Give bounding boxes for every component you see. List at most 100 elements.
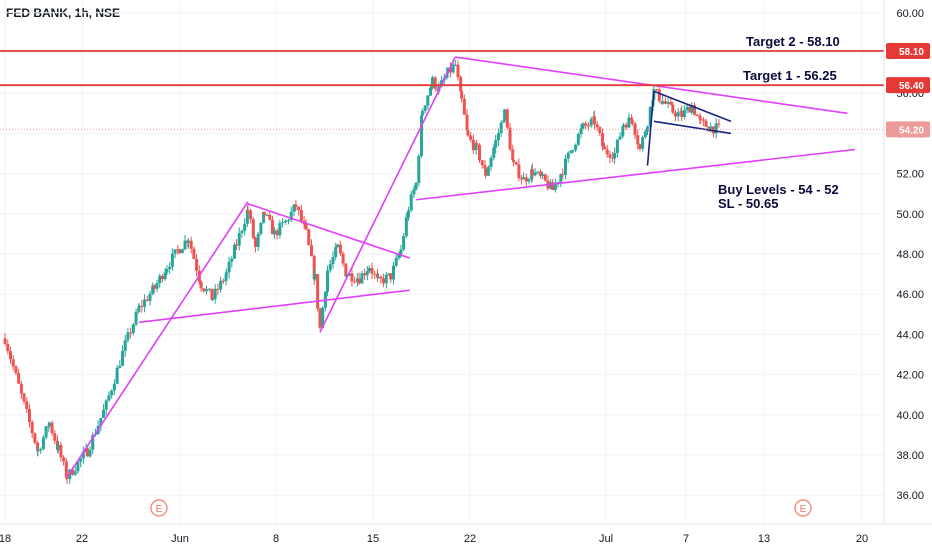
candle-body-258 bbox=[627, 117, 631, 128]
candle-body-263 bbox=[638, 144, 642, 149]
trendline-rally-1 bbox=[66, 201, 249, 478]
candle-body-278 bbox=[674, 112, 678, 117]
candle-body-44 bbox=[112, 383, 116, 391]
y-tick-label-4: 52.00 bbox=[896, 169, 924, 181]
candle-body-261 bbox=[633, 123, 637, 136]
candle-body-271 bbox=[657, 89, 661, 102]
x-tick-label-6: Jul bbox=[599, 533, 613, 545]
candle-body-125 bbox=[309, 245, 313, 257]
candle-body-17 bbox=[47, 425, 51, 427]
candle-body-165 bbox=[406, 210, 410, 218]
candle-body-80 bbox=[202, 288, 206, 292]
time-axis-ticks: 18 22 Jun 8 15 22 Jul 7 13 20 bbox=[0, 533, 868, 545]
candle-body-68 bbox=[173, 249, 177, 254]
candle-body-195 bbox=[475, 143, 479, 145]
candle-body-233 bbox=[566, 152, 570, 159]
x-tick-label-7: 7 bbox=[683, 533, 689, 545]
candle-body-58 bbox=[148, 293, 152, 301]
candle-body-4 bbox=[14, 366, 18, 373]
candle-body-63 bbox=[160, 275, 164, 280]
price-label-bg-2 bbox=[886, 121, 930, 138]
candle-body-138 bbox=[341, 253, 345, 264]
candle-body-152 bbox=[375, 273, 379, 278]
candle-body-91 bbox=[227, 261, 231, 273]
candle-body-117 bbox=[289, 211, 293, 221]
candle-body-106 bbox=[262, 211, 266, 215]
earnings-marker-1[interactable]: E bbox=[150, 499, 168, 517]
candle-body-167 bbox=[412, 189, 416, 195]
flag-pole bbox=[646, 91, 655, 166]
candle-body-81 bbox=[205, 289, 209, 292]
candle-body-244 bbox=[592, 116, 596, 125]
flag-upper-line bbox=[653, 90, 732, 123]
candle-body-115 bbox=[284, 220, 288, 222]
candle-body-239 bbox=[581, 123, 585, 129]
candle-body-193 bbox=[471, 139, 475, 151]
candle-body-161 bbox=[397, 254, 401, 259]
candle-body-147 bbox=[363, 273, 367, 276]
candle-body-158 bbox=[389, 273, 393, 280]
candle-body-231 bbox=[561, 174, 565, 176]
candle-body-32 bbox=[81, 451, 85, 459]
earnings-marker-2[interactable]: E bbox=[794, 499, 812, 517]
candle-body-154 bbox=[379, 276, 383, 279]
candle-body-96 bbox=[240, 230, 244, 234]
candle-body-273 bbox=[661, 101, 665, 104]
candle-body-288 bbox=[698, 116, 702, 119]
candle-body-47 bbox=[121, 350, 125, 366]
candle-body-215 bbox=[522, 177, 526, 180]
candle-body-171 bbox=[420, 110, 424, 116]
x-tick-label-0: 18 bbox=[0, 533, 11, 545]
candle-body-208 bbox=[505, 109, 509, 128]
candle-body-151 bbox=[373, 273, 377, 275]
candle-body-70 bbox=[178, 249, 182, 254]
annotation-buy-levels: Buy Levels - 54 - 52 bbox=[718, 182, 839, 197]
candle-body-168 bbox=[414, 182, 418, 190]
candle-body-42 bbox=[107, 395, 111, 401]
candle-body-139 bbox=[344, 263, 348, 277]
candle-body-246 bbox=[598, 127, 602, 134]
candle-body-51 bbox=[131, 324, 135, 334]
candle-body-245 bbox=[595, 124, 599, 128]
candle-body-164 bbox=[404, 217, 408, 237]
candle-body-257 bbox=[624, 124, 628, 128]
candle-body-241 bbox=[586, 125, 590, 127]
candle-body-25 bbox=[64, 461, 68, 478]
candle-body-251 bbox=[611, 157, 615, 159]
candle-body-9 bbox=[27, 409, 31, 422]
candle-body-127 bbox=[313, 274, 317, 280]
candle-body-113 bbox=[281, 222, 285, 224]
candle-body-274 bbox=[663, 101, 667, 104]
candle-body-76 bbox=[192, 248, 196, 259]
candle-body-191 bbox=[466, 130, 470, 136]
candle-body-220 bbox=[533, 172, 537, 176]
candle-body-207 bbox=[503, 109, 507, 121]
price-label-bg-0 bbox=[886, 43, 930, 59]
candle-body-111 bbox=[275, 230, 279, 236]
candle-body-71 bbox=[180, 249, 184, 254]
candle-body-134 bbox=[331, 256, 335, 265]
candle-body-211 bbox=[511, 160, 515, 162]
candle-body-230 bbox=[559, 174, 563, 183]
candle-body-54 bbox=[137, 305, 141, 308]
y-tick-label-7: 46.00 bbox=[896, 289, 924, 301]
candle-body-52 bbox=[134, 311, 138, 325]
candle-body-192 bbox=[469, 135, 473, 140]
candle-body-55 bbox=[140, 305, 144, 307]
candle-body-264 bbox=[641, 137, 645, 149]
candle-body-7 bbox=[22, 393, 26, 402]
candle-body-295 bbox=[714, 123, 718, 134]
candle-body-92 bbox=[230, 258, 234, 262]
candle-body-190 bbox=[465, 114, 469, 131]
candle-body-222 bbox=[539, 171, 543, 176]
candle-body-83 bbox=[210, 288, 214, 300]
candle-body-97 bbox=[243, 223, 247, 231]
candle-body-107 bbox=[265, 214, 269, 216]
candle-body-166 bbox=[409, 194, 413, 211]
time-axis[interactable] bbox=[0, 524, 932, 550]
candle-body-126 bbox=[312, 256, 316, 280]
candle-body-123 bbox=[304, 224, 308, 230]
candle-body-163 bbox=[402, 236, 406, 250]
candle-body-99 bbox=[246, 209, 250, 211]
